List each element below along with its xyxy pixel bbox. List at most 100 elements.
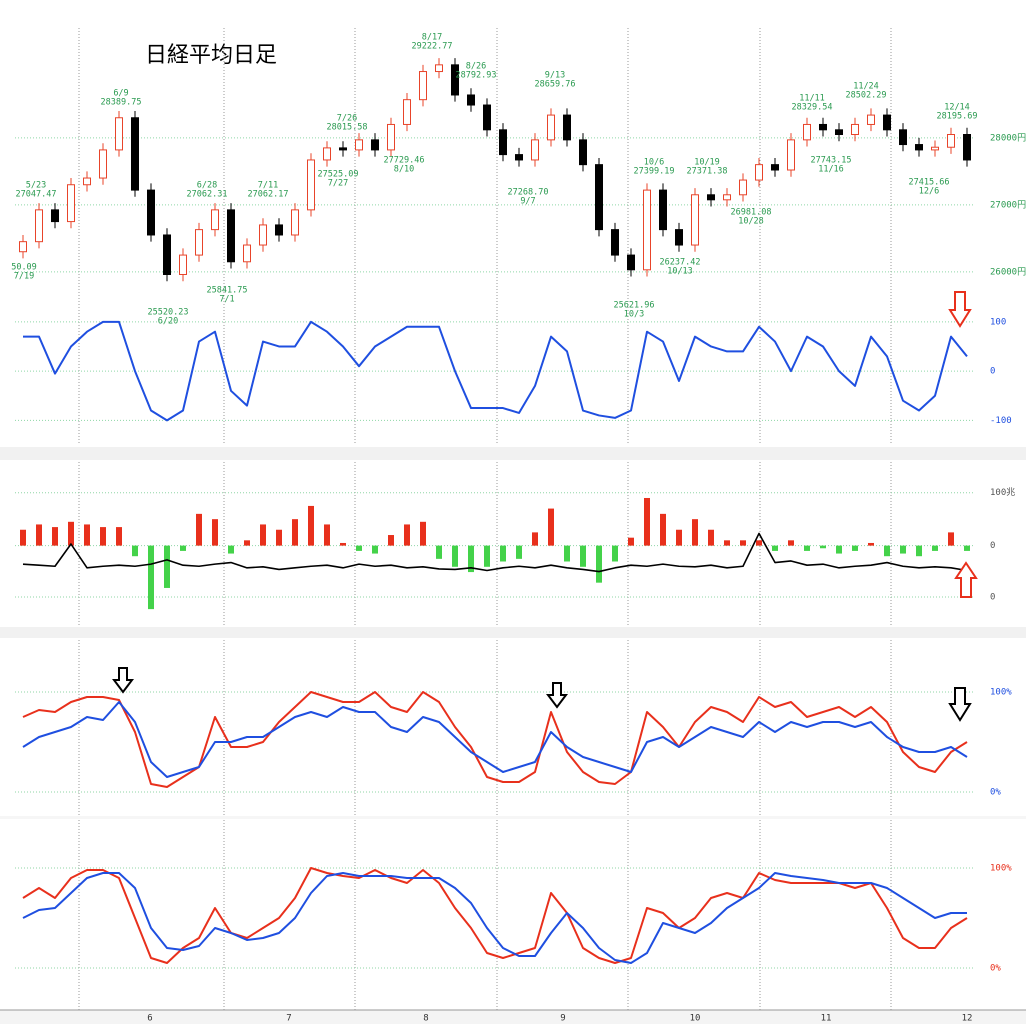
annotation: 10/19 [694, 158, 720, 168]
annotation: 27743.15 [811, 156, 852, 166]
annotation: 27729.46 [384, 156, 425, 166]
bar [20, 529, 26, 546]
x-tick-label: 9 [560, 1014, 565, 1024]
bar [932, 545, 938, 551]
candle-body [659, 189, 667, 231]
candle-body [819, 123, 827, 131]
bar [180, 545, 186, 551]
candle-body [419, 71, 427, 101]
candle-body [963, 134, 971, 161]
bar [436, 545, 442, 559]
candle-body [195, 229, 203, 256]
candle-body [35, 209, 43, 243]
bar [500, 545, 506, 562]
annotation: 28329.54 [792, 103, 833, 113]
annotation: 11/11 [799, 94, 825, 104]
annotation: 28502.29 [846, 91, 887, 101]
signal-arrow [948, 291, 972, 328]
annotation: 11/16 [818, 165, 844, 175]
bar [756, 540, 762, 546]
annotation: 25841.75 [207, 286, 248, 296]
candle-body [515, 154, 523, 161]
y-tick-label: 0% [990, 788, 1001, 798]
bar [228, 545, 234, 554]
candle-body [771, 164, 779, 171]
bar [708, 529, 714, 546]
annotation: 28015.58 [327, 123, 368, 133]
signal-arrow [954, 561, 978, 598]
candle-body [755, 164, 763, 181]
annotation: 8/17 [422, 33, 442, 43]
y-tick-label: 100兆 [990, 487, 1015, 498]
candle-body [867, 114, 875, 125]
bar [516, 545, 522, 559]
y-tick-label: 27000円 [990, 199, 1026, 210]
annotation: 8/26 [466, 62, 486, 72]
line [22, 691, 968, 788]
annotation: 12/6 [919, 187, 939, 197]
candle-body [547, 114, 555, 141]
candle-body [403, 99, 411, 125]
line [22, 532, 968, 573]
candle-body [355, 139, 363, 151]
candle-body [579, 139, 587, 166]
y-tick-label: 0 [990, 541, 995, 551]
annotation: 50.09 [11, 263, 37, 273]
annotation: 28659.76 [535, 80, 576, 90]
bar [292, 519, 298, 546]
x-tick-label: 11 [821, 1014, 832, 1024]
y-tick-label: 100% [990, 864, 1012, 874]
candle-body [851, 123, 859, 136]
candle-body [739, 179, 747, 196]
annotation: 28389.75 [101, 98, 142, 108]
x-tick-label: 10 [690, 1014, 701, 1024]
bar [580, 545, 586, 567]
bar [100, 527, 106, 546]
annotation: 6/28 [197, 181, 217, 191]
annotation: 10/6 [644, 158, 664, 168]
candle-body [643, 189, 651, 271]
candle-body [467, 94, 475, 106]
candle-body [627, 254, 635, 271]
annotation: 27062.17 [248, 190, 289, 200]
annotation: 6/9 [113, 89, 128, 99]
bar [676, 529, 682, 546]
bar [116, 527, 122, 546]
separator [0, 816, 1026, 819]
annotation: 10/13 [667, 267, 693, 277]
annotation: 7/11 [258, 181, 278, 191]
x-tick-label: 12 [962, 1014, 973, 1024]
annotation: 25520.23 [148, 308, 189, 318]
bar [276, 529, 282, 546]
annotation: 28195.69 [937, 112, 978, 122]
candle-body [595, 164, 603, 231]
marks: 6 7 8 9 10 11 12 26000円 27000円 28000円 50.097/19 5/2… [11, 28, 1026, 1024]
candle-body [563, 114, 571, 141]
candle-body [499, 129, 507, 156]
bar [596, 545, 602, 583]
bar [660, 513, 666, 546]
candle-body [115, 117, 123, 151]
bar [532, 532, 538, 546]
bar [420, 521, 426, 546]
annotation: 9/13 [545, 71, 565, 81]
annotation: 9/7 [520, 197, 535, 207]
annotation: 25621.96 [614, 301, 655, 311]
y-tick-label: -100 [990, 416, 1012, 426]
candle-body [387, 123, 395, 151]
bar [324, 524, 330, 546]
y-tick-label: 28000円 [990, 132, 1026, 143]
candle-body [723, 194, 731, 201]
candle-body [323, 147, 331, 161]
annotation: 27525.09 [318, 170, 359, 180]
annotation: 12/14 [944, 103, 970, 113]
candle-body [899, 129, 907, 146]
x-tick-label: 7 [286, 1014, 291, 1024]
bar [628, 537, 634, 546]
candle-body [19, 241, 27, 253]
bar [836, 545, 842, 554]
bar [164, 545, 170, 588]
candle-body [163, 234, 171, 275]
candle-body [131, 117, 139, 191]
